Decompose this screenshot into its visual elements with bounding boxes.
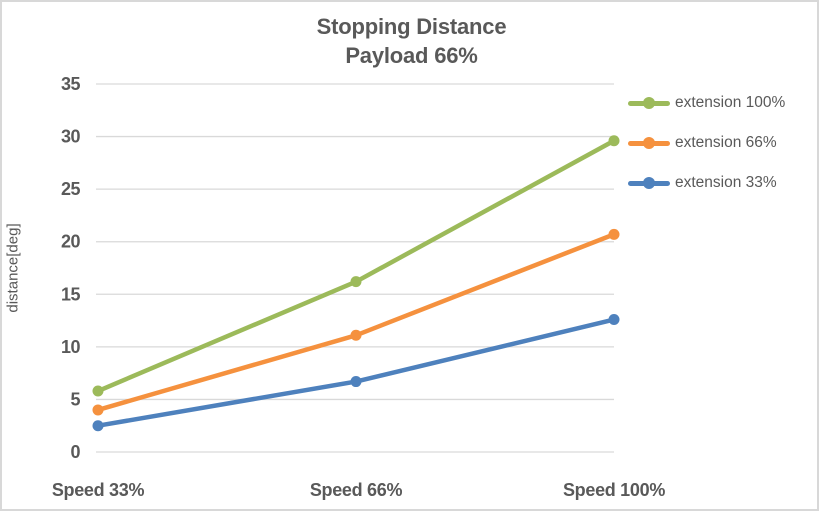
- legend-dot-icon: [643, 137, 655, 149]
- y-tick-label-30: 30: [61, 127, 81, 147]
- legend-item-extension-66pct: extension 66%: [628, 133, 777, 153]
- legend-marker-icon: [628, 176, 670, 190]
- y-tick-label-15: 15: [61, 284, 81, 304]
- legend-marker-icon: [628, 96, 670, 110]
- legend-label: extension 66%: [675, 134, 777, 151]
- legend-item-extension-100pct: extension 100%: [628, 93, 785, 113]
- data-point-extension-100pct-speed-100pct: [608, 135, 620, 147]
- data-point-extension-66pct-speed-66pct: [350, 329, 362, 341]
- legend-label: extension 33%: [675, 174, 777, 191]
- chart-title: Stopping Distance Payload 66%: [2, 12, 817, 70]
- y-tick-label-25: 25: [61, 179, 81, 199]
- x-tick-label-speed-33pct: Speed 33%: [52, 480, 145, 500]
- y-axis-title-text: distance[deg]: [4, 223, 22, 313]
- x-tick-label-speed-100pct: Speed 100%: [563, 480, 665, 500]
- legend-dot-icon: [643, 97, 655, 109]
- data-point-extension-100pct-speed-33pct: [92, 385, 104, 397]
- data-point-extension-33pct-speed-66pct: [350, 376, 362, 388]
- data-point-extension-33pct-speed-33pct: [92, 420, 104, 432]
- chart-title-line1: Stopping Distance: [316, 14, 507, 39]
- y-tick-label-10: 10: [61, 337, 81, 357]
- data-point-extension-33pct-speed-100pct: [608, 314, 620, 326]
- y-tick-label-35: 35: [61, 74, 81, 94]
- y-tick-label-0: 0: [70, 442, 80, 462]
- legend-item-extension-33pct: extension 33%: [628, 173, 777, 193]
- y-tick-label-20: 20: [61, 232, 81, 252]
- legend-marker-icon: [628, 136, 670, 150]
- data-point-extension-66pct-speed-33pct: [92, 404, 104, 416]
- y-tick-label-5: 5: [70, 389, 80, 409]
- chart-title-line2: Payload 66%: [345, 43, 478, 68]
- data-point-extension-66pct-speed-100pct: [608, 228, 620, 240]
- legend-dot-icon: [643, 177, 655, 189]
- x-tick-label-speed-66pct: Speed 66%: [310, 480, 403, 500]
- data-point-extension-100pct-speed-66pct: [350, 276, 362, 288]
- legend-label: extension 100%: [675, 94, 786, 111]
